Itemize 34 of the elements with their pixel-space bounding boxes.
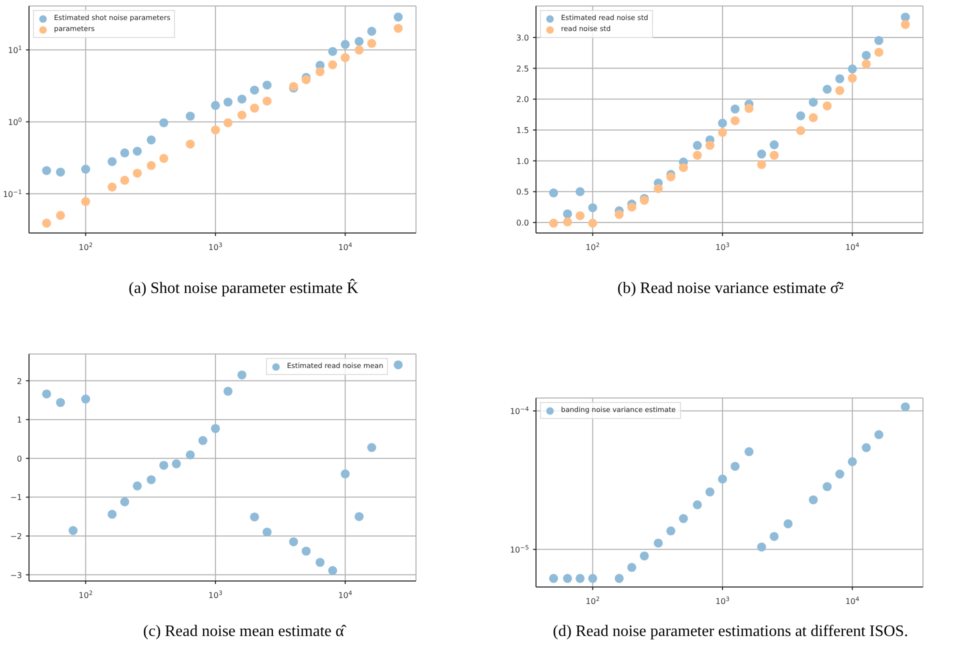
text: (a) Shot noise parameter estimate K̂ [128, 280, 360, 298]
y-tick-label: 10$^{−5}$ [510, 544, 530, 554]
x-tick-label: 10$^{2}$ [586, 596, 600, 606]
y-tick-label: 2 [16, 376, 22, 386]
text: (b) Read noise variance estimate σ̂² [616, 280, 845, 298]
x-tick-label: 10$^{3}$ [716, 596, 730, 606]
y-tick-label: −1 [10, 493, 22, 502]
y-tick-label: 1.5 [516, 126, 529, 135]
y-tick-label: 1 [16, 416, 22, 425]
x-tick-label: 10$^{4}$ [845, 596, 860, 606]
y-tick-label: −2 [10, 532, 22, 541]
x-tick-label: 10$^{2}$ [586, 242, 600, 252]
y-tick-label: −3 [10, 570, 22, 580]
x-tick-label: 10$^{4}$ [338, 590, 352, 600]
x-tick-label: 10$^{3}$ [208, 590, 223, 600]
y-tick-label: 0 [16, 454, 22, 464]
y-tick-label: 0.5 [516, 188, 529, 197]
y-tick-label: 10$^{−1}$ [2, 188, 22, 199]
y-tick-label: 3.0 [516, 33, 529, 42]
x-tick-label: 10$^{2}$ [78, 590, 93, 600]
y-tick-label: 10$^{1}$ [8, 44, 22, 55]
x-tick-label: 10$^{3}$ [716, 242, 730, 252]
y-tick-label: 2.0 [516, 95, 529, 104]
x-tick-label: 10$^{2}$ [78, 242, 93, 252]
text: (c) Read noise mean estimate α̂ [142, 623, 348, 641]
text: (d) Read noise parameter estimations at different ISOS. [552, 623, 910, 641]
y-tick-label: 1.0 [516, 156, 529, 166]
y-tick-label: 2.5 [516, 64, 529, 74]
y-tick-label: 10$^{0}$ [8, 116, 22, 127]
x-tick-label: 10$^{4}$ [338, 242, 352, 252]
y-tick-label: 10$^{−4}$ [510, 405, 530, 416]
x-tick-label: 10$^{4}$ [845, 242, 860, 252]
y-tick-label: 0.0 [516, 218, 529, 228]
x-tick-label: 10$^{3}$ [208, 242, 223, 252]
